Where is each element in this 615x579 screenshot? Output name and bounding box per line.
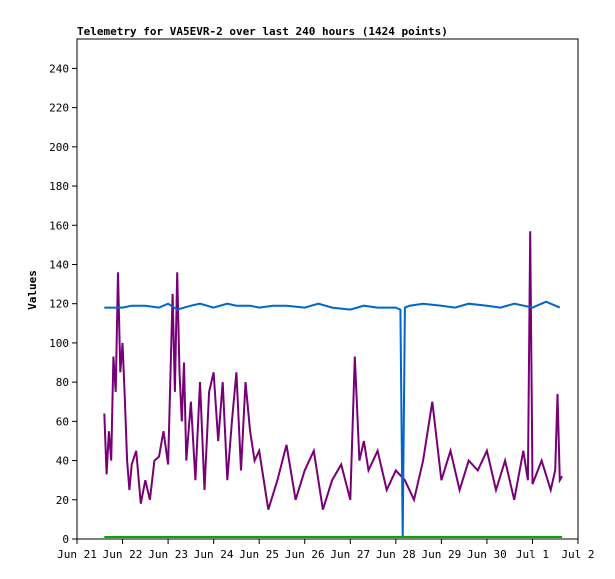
x-tick-label: Jun 30 [467,548,507,561]
series-layer [103,231,563,538]
x-tick-label: Jun 27 [330,548,370,561]
y-tick-label: 160 [49,219,69,232]
y-tick-label: 20 [56,494,69,507]
y-tick-label: 120 [49,298,69,311]
x-tick-label: Jun 25 [239,548,279,561]
x-tick-label: Jun 24 [194,548,234,561]
x-tick-label: Jun 23 [148,548,188,561]
x-tick-label: Jun 28 [376,548,416,561]
y-tick-label: 0 [62,533,69,546]
x-tick-label: Jun 26 [285,548,325,561]
y-axis-title: Values [26,270,39,310]
y-tick-label: 40 [56,455,69,468]
y-tick-label: 100 [49,337,69,350]
y-tick-label: 60 [56,415,69,428]
x-tick-label: Jul 1 [516,548,549,561]
x-tick-label: Jun 22 [103,548,143,561]
x-axis: Jun 21 Jun 22 Jun 23 Jun 24 Jun 25 Jun 26 Jun … [57,539,595,561]
x-tick-label: Jun 21 [57,548,97,561]
y-tick-label: 220 [49,102,69,115]
chart-title: Telemetry for VA5EVR-2 over last 240 hou… [77,25,448,38]
y-tick-label: 200 [49,141,69,154]
y-tick-label: 180 [49,180,69,193]
y-axis: 0 20 40 60 80 100 120 140 160 180 200 220 240 [49,62,77,546]
plot-area [76,38,579,540]
y-tick-label: 240 [49,62,69,75]
x-tick-label: Jun 29 [421,548,461,561]
y-tick-label: 80 [56,376,69,389]
y-tick-label: 140 [49,258,69,271]
x-tick-label: Jul 2 [561,548,594,561]
series-line-0 [104,300,561,538]
series-line-1 [103,231,563,510]
